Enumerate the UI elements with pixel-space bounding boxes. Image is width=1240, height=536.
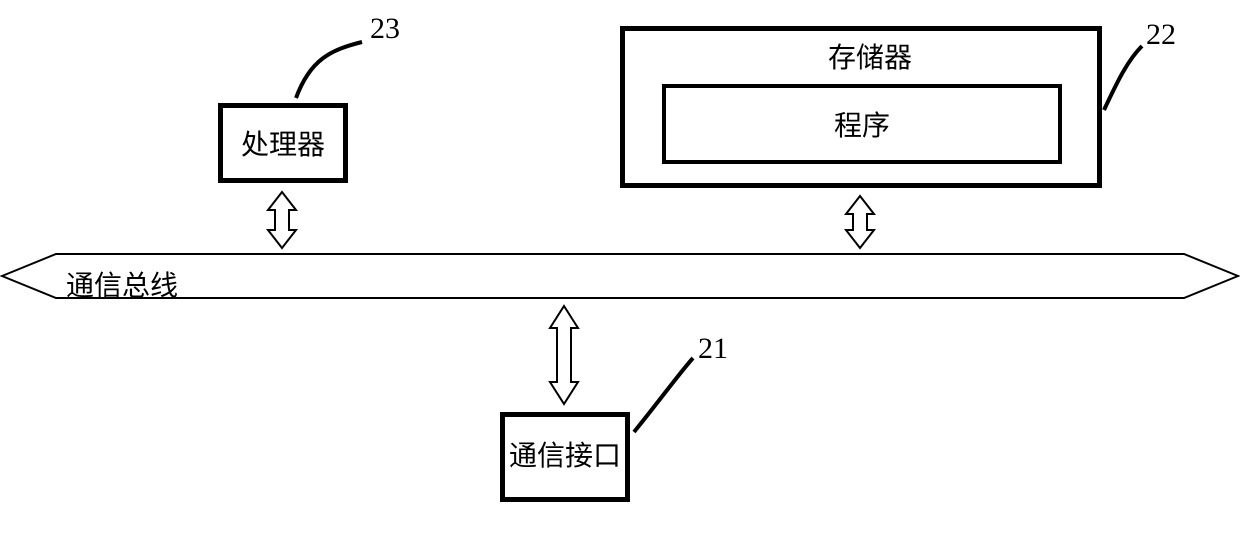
bus-label: 通信总线 [66,264,178,304]
comm-interface-leader-number: 21 [698,332,728,366]
processor-bus-arrow [268,192,296,248]
memory-leader [1104,46,1142,110]
comm-interface-leader [634,358,693,432]
interface-bus-arrow [550,306,578,404]
communication-bus [2,254,1238,298]
processor-label: 处理器 [241,123,325,163]
processor-box: 处理器 [218,103,348,183]
program-box: 程序 [662,84,1062,164]
comm-interface-label: 通信接口 [509,441,621,473]
comm-interface-box: 通信接口 [500,412,630,502]
memory-leader-number: 22 [1146,18,1176,52]
memory-bus-arrow [846,196,874,248]
program-label: 程序 [834,104,890,144]
processor-leader [296,42,362,98]
memory-label: 存储器 [828,36,912,76]
processor-leader-number: 23 [370,12,400,46]
